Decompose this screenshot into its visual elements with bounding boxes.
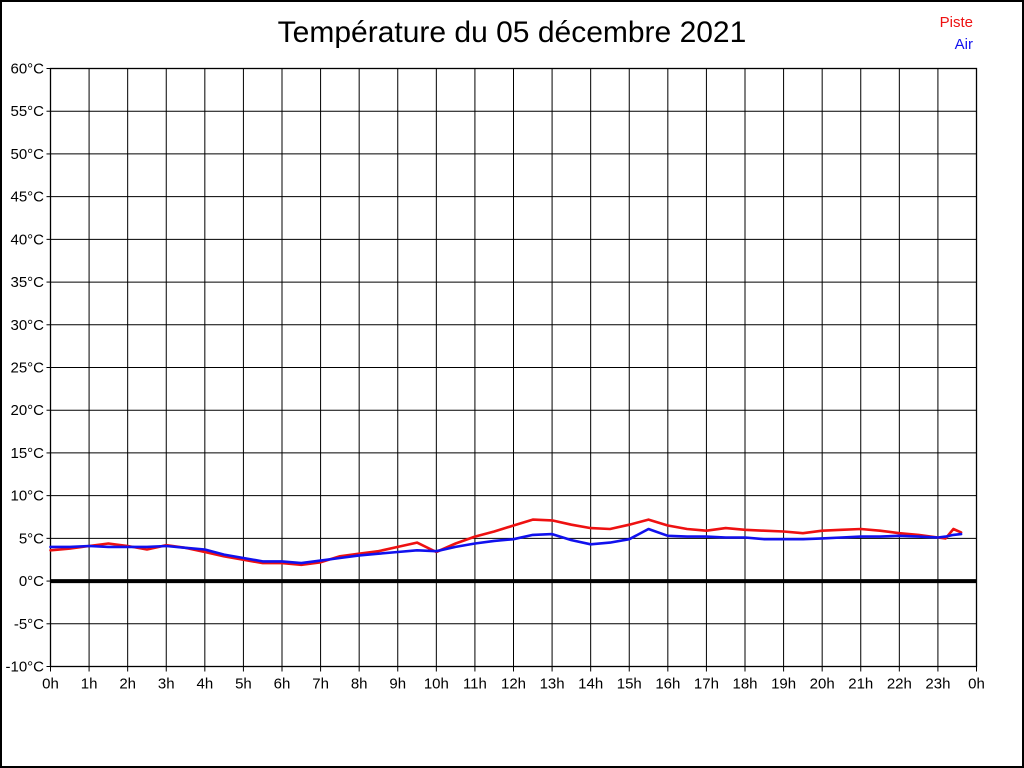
x-axis-label: 8h — [351, 676, 368, 693]
x-axis-label: 6h — [274, 676, 291, 693]
legend-item-piste: Piste — [940, 12, 973, 34]
x-axis-label: 5h — [235, 676, 252, 693]
x-axis-label: 14h — [578, 676, 603, 693]
x-axis-label: 20h — [810, 676, 835, 693]
x-axis-label: 23h — [925, 676, 950, 693]
y-axis-label: 60°C — [10, 61, 44, 78]
y-axis-label: 25°C — [10, 360, 44, 377]
y-axis-label: 15°C — [10, 445, 44, 462]
x-axis-label: 19h — [771, 676, 796, 693]
x-axis-label: 18h — [732, 676, 757, 693]
air-line — [49, 527, 963, 565]
x-axis-label: 4h — [196, 676, 213, 693]
x-axis-label: 9h — [389, 676, 406, 693]
y-axis-label: -10°C — [5, 659, 44, 676]
y-axis-label: 35°C — [10, 274, 44, 291]
y-axis-label: 40°C — [10, 231, 44, 248]
y-axis-label: -5°C — [14, 616, 44, 633]
x-axis-label: 13h — [540, 676, 565, 693]
y-axis-label: 30°C — [10, 317, 44, 334]
x-axis-label: 15h — [617, 676, 642, 693]
x-axis-label: 11h — [463, 676, 487, 693]
x-axis-label: 3h — [158, 676, 175, 693]
legend-piste-label: Piste — [939, 14, 973, 31]
y-axis-label: 55°C — [10, 103, 44, 120]
x-axis-label: 2h — [119, 676, 136, 693]
x-axis-label: 10h — [424, 676, 449, 693]
x-axis-label: 0h — [42, 676, 59, 693]
x-axis-label: 0h — [968, 676, 985, 693]
y-axis-label: 5°C — [19, 530, 44, 547]
x-axis-label: 12h — [501, 676, 526, 693]
legend-air-label: Air — [954, 36, 973, 53]
x-axis-label: 7h — [312, 676, 329, 693]
y-axis-label: 10°C — [10, 488, 44, 505]
y-axis-label: 45°C — [10, 189, 44, 206]
x-axis-label: 22h — [887, 676, 912, 693]
x-axis-label: 1h — [81, 676, 98, 693]
y-axis-label: 50°C — [10, 146, 44, 163]
chart-title: Température du 05 décembre 2021 — [277, 16, 747, 49]
legend-item-air: Air — [940, 34, 973, 56]
y-axis-label: 0°C — [19, 573, 44, 590]
legend: Piste Air — [940, 12, 973, 56]
x-axis-label: 17h — [694, 676, 719, 693]
piste-line — [49, 518, 963, 567]
x-axis-label: 21h — [848, 676, 873, 693]
y-axis-label: 20°C — [10, 402, 44, 419]
x-axis-label: 16h — [655, 676, 680, 693]
